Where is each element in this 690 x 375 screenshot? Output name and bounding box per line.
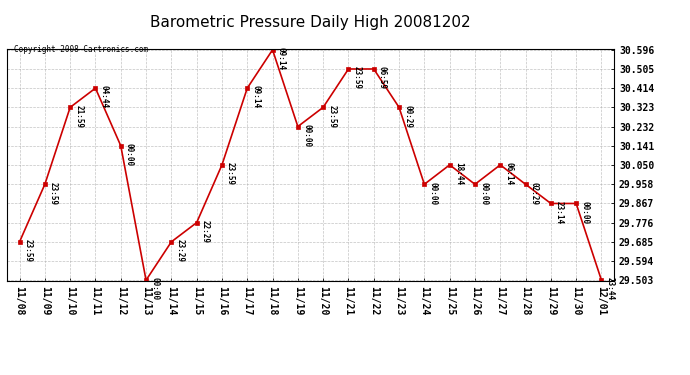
Text: 23:44: 23:44 xyxy=(606,278,615,300)
Text: 23:59: 23:59 xyxy=(49,182,58,205)
Text: Copyright 2008 Cartronics.com: Copyright 2008 Cartronics.com xyxy=(14,45,148,54)
Text: 23:59: 23:59 xyxy=(327,105,336,128)
Text: 09:14: 09:14 xyxy=(277,47,286,70)
Text: 23:14: 23:14 xyxy=(555,201,564,224)
Text: 18:44: 18:44 xyxy=(454,162,463,185)
Text: 23:59: 23:59 xyxy=(226,162,235,185)
Text: 00:00: 00:00 xyxy=(428,182,437,205)
Text: 09:14: 09:14 xyxy=(251,86,260,108)
Text: 00:29: 00:29 xyxy=(403,105,412,128)
Text: 23:59: 23:59 xyxy=(353,66,362,89)
Text: 06:59: 06:59 xyxy=(378,66,387,89)
Text: Barometric Pressure Daily High 20081202: Barometric Pressure Daily High 20081202 xyxy=(150,15,471,30)
Text: 00:00: 00:00 xyxy=(302,124,311,147)
Text: 21:59: 21:59 xyxy=(75,105,83,128)
Text: 23:29: 23:29 xyxy=(175,239,184,262)
Text: 00:00: 00:00 xyxy=(580,201,589,224)
Text: 00:00: 00:00 xyxy=(479,182,488,205)
Text: 22:29: 22:29 xyxy=(201,220,210,243)
Text: 00:00: 00:00 xyxy=(125,143,134,166)
Text: 04:44: 04:44 xyxy=(99,86,108,108)
Text: 23:59: 23:59 xyxy=(23,239,32,262)
Text: 02:29: 02:29 xyxy=(530,182,539,205)
Text: 06:14: 06:14 xyxy=(504,162,513,185)
Text: 00:00: 00:00 xyxy=(150,278,159,300)
